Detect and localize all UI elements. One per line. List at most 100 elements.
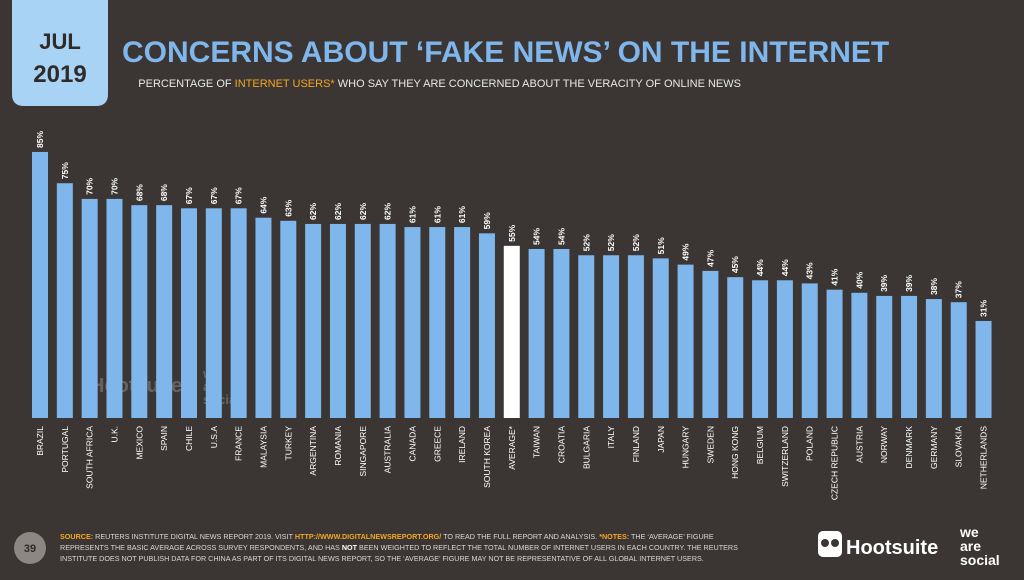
subtitle-highlight: INTERNET USERS* [235,78,336,90]
footer-part: THE ‘AVERAGE’ FIGURE [629,532,714,541]
x-tick-label: SLOVAKIA [954,426,964,468]
data-label: 85% [35,130,45,147]
bar [305,223,322,418]
data-label: 67% [234,187,244,204]
badge-month: JUL [39,29,81,54]
x-tick-label: SOUTH KOREA [482,426,492,488]
data-label: 70% [109,177,119,194]
bar [230,208,247,418]
data-label: 41% [830,268,840,285]
data-label: 64% [258,196,268,213]
bar [106,198,123,418]
page-number: 39 [24,543,36,555]
badge [12,0,108,106]
footer-part: TO READ THE FULL REPORT AND ANALYSIS. [441,532,599,541]
bar [454,227,471,418]
x-tick-label: FRANCE [234,426,244,461]
x-tick-label: SPAIN [159,426,169,451]
data-label: 40% [854,271,864,288]
bar [81,198,98,418]
logo-we: we [959,524,979,540]
x-tick-label: MEXICO [134,426,144,460]
subtitle-part: PERCENTAGE OF [138,78,234,90]
x-tick-label: SOUTH AFRICA [85,426,95,489]
x-tick-label: U.K. [109,426,119,443]
data-label: 37% [954,281,964,298]
data-label: 47% [705,249,715,266]
x-tick-label: NORWAY [879,426,889,463]
bar [901,295,918,418]
data-label: 54% [532,228,542,245]
x-tick-label: HUNGARY [681,426,691,469]
bar [32,151,48,418]
plot: 85% BRAZIL 75% PORTUGAL 70% SOUTH AFRICA 70% U.… [32,130,992,500]
data-label: 31% [979,300,989,317]
x-tick-label: CANADA [407,426,417,462]
x-tick-label: BULGARIA [581,426,591,469]
data-label: 61% [457,206,467,223]
footer-part: SOURCE: [60,532,93,541]
footer-part: REPRESENTS THE BASIC AVERAGE ACROSS SURV… [60,543,342,552]
bar [404,227,421,418]
footer-part: BEEN WEIGHTED TO REFLECT THE TOTAL NUMBE… [357,543,738,552]
bar [925,299,942,418]
bar [478,233,495,418]
data-label: 44% [780,259,790,276]
bar [131,205,148,418]
bar [627,255,644,418]
subtitle: PERCENTAGE OF INTERNET USERS* WHO SAY TH… [123,78,750,90]
x-tick-label: TAIWAN [532,426,542,458]
x-tick-label: DENMARK [904,426,914,469]
x-tick-label: IRELAND [457,426,467,463]
x-tick-label: CHILE [184,426,194,451]
x-tick-label: ROMANIA [333,426,343,466]
data-label: 51% [656,237,666,254]
data-label: 62% [383,202,393,219]
x-tick-label: ITALY [606,426,616,449]
owl-icon [818,531,842,557]
x-tick-label: MALAYSIA [258,426,268,468]
footer-part: REUTERS INSTITUTE DIGITAL NEWS REPORT 20… [93,532,295,541]
bar [851,292,868,418]
bar [652,258,669,418]
x-tick-label: ARGENTINA [308,426,318,476]
bar [528,248,545,418]
data-label: 75% [60,162,70,179]
data-label: 67% [184,187,194,204]
x-tick-label: U.S.A [209,426,219,449]
data-label: 39% [904,274,914,291]
data-label: 70% [85,177,95,194]
x-tick-label: TURKEY [283,426,293,461]
data-label: 62% [333,202,343,219]
data-label: 59% [482,212,492,229]
bar [801,283,818,418]
data-label: 55% [507,224,517,241]
footer-part: *NOTES: [599,532,629,541]
bar [677,264,694,418]
x-tick-label: SWEDEN [705,426,715,463]
x-tick-label: SWITZERLAND [780,426,790,487]
bar [826,289,843,418]
x-tick-label: AUSTRIA [854,426,864,463]
x-tick-label: FINLAND [631,426,641,462]
data-label: 61% [432,206,442,223]
data-label: 52% [581,234,591,251]
data-label: 67% [209,187,219,204]
x-tick-label: BRAZIL [35,426,45,456]
bar [354,223,371,418]
data-label: 62% [358,202,368,219]
data-label: 61% [407,206,417,223]
data-label: 54% [556,228,566,245]
x-tick-label: CZECH REPUBLIC [830,426,840,500]
data-label: 49% [681,243,691,260]
bar [280,220,297,418]
bar [950,302,967,418]
logo-social: social [960,552,1000,568]
footer-line: INSTITUTE DOES NOT PUBLISH DATA FOR CHIN… [60,554,704,563]
x-tick-label: SINGAPORE [358,426,368,477]
data-label: 44% [755,259,765,276]
data-label: 62% [308,202,318,219]
footer-line: SOURCE: REUTERS INSTITUTE DIGITAL NEWS R… [60,532,714,541]
x-tick-label: POLAND [805,426,815,461]
